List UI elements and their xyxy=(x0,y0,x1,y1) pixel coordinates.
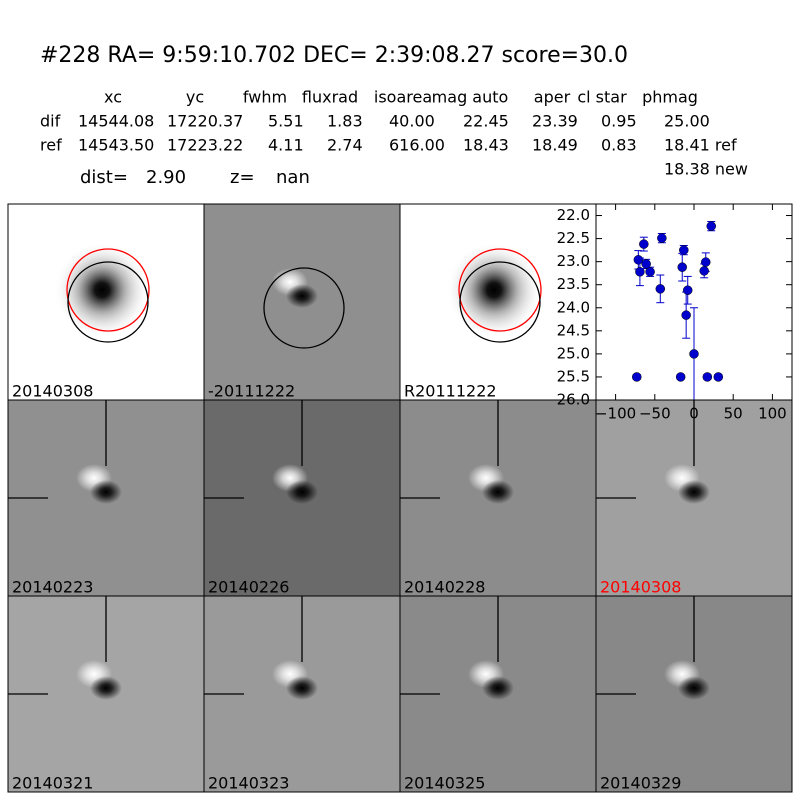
stamp-label: 20140228 xyxy=(404,578,485,597)
point xyxy=(645,267,655,277)
point xyxy=(682,285,693,295)
dif-circle xyxy=(67,261,149,343)
dipole-black xyxy=(482,676,514,700)
table-cell: ref xyxy=(40,136,62,155)
stamp-label: -20111222 xyxy=(208,382,295,401)
x-tick-label: −100 xyxy=(595,405,636,423)
ref-circle xyxy=(458,248,542,332)
point xyxy=(701,257,711,267)
title: #228 RA= 9:59:10.702 DEC= 2:39:08.27 sco… xyxy=(40,43,628,68)
y-tick-label: 23.5 xyxy=(557,275,590,293)
point xyxy=(689,349,699,359)
table-cell: 18.49 xyxy=(532,136,578,155)
stamp-label: 20140308 xyxy=(600,578,681,597)
column-header: phmag xyxy=(642,88,698,107)
ref-circle xyxy=(66,248,150,332)
dipole-black xyxy=(90,676,122,700)
table-cell: 18.41 ref xyxy=(664,136,737,155)
dipole-black xyxy=(678,480,710,504)
table-cell: 18.43 xyxy=(463,136,509,155)
stamp-frame xyxy=(595,595,793,793)
x-tick-label: 0 xyxy=(689,405,699,423)
table-cell: 5.51 xyxy=(268,112,304,131)
point xyxy=(706,221,716,231)
x-tick-label: 100 xyxy=(758,405,787,423)
point xyxy=(677,262,687,272)
stamp-label: 20140226 xyxy=(208,578,289,597)
table-cell: 0.83 xyxy=(601,136,637,155)
dipole-black xyxy=(286,480,318,504)
point xyxy=(675,372,686,382)
table-cell: 23.39 xyxy=(532,112,578,131)
table-cell: 17223.22 xyxy=(167,136,243,155)
point xyxy=(633,255,644,265)
stamp-label: R20111222 xyxy=(404,382,497,401)
dist-label: dist= xyxy=(80,167,128,188)
column-header: aper xyxy=(534,88,571,107)
dipole-black xyxy=(678,676,710,700)
column-header: yc xyxy=(186,88,204,107)
z-value: nan xyxy=(276,167,310,188)
table-cell: 616.00 xyxy=(389,136,445,155)
y-tick-label: 25.5 xyxy=(557,367,590,385)
table-cell: 25.00 xyxy=(664,112,710,131)
dist-value: 2.90 xyxy=(146,167,186,188)
point xyxy=(702,372,713,382)
column-header: mag auto xyxy=(432,88,509,107)
x-tick-label: −50 xyxy=(639,405,671,423)
table-cell: 40.00 xyxy=(389,112,435,131)
stamp-label: 20140223 xyxy=(12,578,93,597)
z-label: z= xyxy=(230,167,255,188)
table-cell: 1.83 xyxy=(327,112,363,131)
y-tick-label: 22.0 xyxy=(557,206,590,224)
stamp-label: 20140325 xyxy=(404,774,485,793)
point xyxy=(655,284,666,294)
table-cell: 2.74 xyxy=(327,136,363,155)
point xyxy=(635,267,645,277)
y-tick-label: 26.0 xyxy=(557,391,590,409)
stamp-label: 20140308 xyxy=(12,382,93,401)
dipole-black xyxy=(286,676,318,700)
point xyxy=(632,372,642,382)
column-header: fluxrad xyxy=(302,88,358,107)
stamp-label: 20140321 xyxy=(12,774,93,793)
table-cell: dif xyxy=(40,112,61,131)
point xyxy=(681,310,691,320)
y-tick-label: 25.0 xyxy=(557,344,590,362)
y-tick-label: 22.5 xyxy=(557,229,590,247)
y-tick-label: 23.0 xyxy=(557,252,590,270)
dif-circle xyxy=(459,261,541,343)
point xyxy=(679,245,689,255)
table-cell: 22.45 xyxy=(463,112,509,131)
dipole-black xyxy=(286,284,318,308)
point xyxy=(641,259,651,269)
column-header: cl star xyxy=(577,88,627,107)
table-cell: 0.95 xyxy=(601,112,637,131)
source-blob xyxy=(54,242,150,338)
point xyxy=(657,233,667,243)
point xyxy=(713,372,724,382)
x-tick-label: 50 xyxy=(724,405,743,423)
table-cell: 4.11 xyxy=(268,136,304,155)
y-tick-label: 24.0 xyxy=(557,298,590,316)
point xyxy=(639,239,649,249)
table-note: 18.38 new xyxy=(664,160,748,179)
column-header: fwhm xyxy=(243,88,287,107)
source-blob xyxy=(446,242,542,338)
point xyxy=(699,266,709,276)
plot-frame xyxy=(595,203,793,401)
dipole-black xyxy=(90,480,122,504)
stamp-label: 20140329 xyxy=(600,774,681,793)
table-cell: 14543.50 xyxy=(78,136,154,155)
dif-circle xyxy=(263,267,345,349)
stamp-label: 20140323 xyxy=(208,774,289,793)
column-header: isoarea xyxy=(374,88,432,107)
y-tick-label: 24.5 xyxy=(557,321,590,339)
column-header: xc xyxy=(104,88,122,107)
dipole-black xyxy=(482,480,514,504)
table-cell: 14544.08 xyxy=(78,112,154,131)
table-cell: 17220.37 xyxy=(167,112,243,131)
